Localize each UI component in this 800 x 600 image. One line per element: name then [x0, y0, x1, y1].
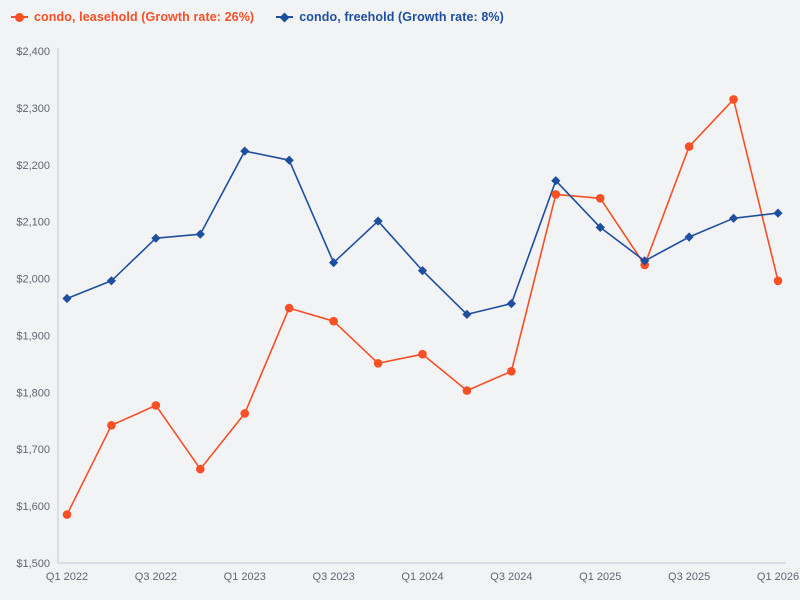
- data-point-diamond: [329, 258, 339, 268]
- y-tick-label: $1,600: [16, 501, 50, 513]
- y-tick-label: $2,300: [16, 103, 50, 115]
- data-point-diamond: [506, 299, 516, 309]
- legend-label-leasehold: condo, leasehold (Growth rate: 26%): [34, 10, 255, 24]
- y-tick-label: $2,200: [16, 160, 50, 172]
- legend-label-freehold: condo, freehold (Growth rate: 8%): [299, 10, 504, 24]
- data-point-diamond: [640, 256, 650, 266]
- data-point-circle: [62, 510, 72, 519]
- data-point-diamond: [684, 232, 694, 242]
- data-point-circle: [107, 421, 116, 430]
- x-tick-label: Q1 2025: [579, 571, 621, 583]
- x-tick-label: Q3 2025: [668, 571, 710, 583]
- x-axis-tick-labels: Q1 2022 Q3 2022 Q1 2023 Q3 2023 Q1 2024 Q3 20…: [46, 571, 799, 583]
- data-point-diamond: [195, 229, 205, 239]
- data-point-circle: [595, 194, 605, 203]
- y-tick-label: $2,400: [16, 46, 50, 58]
- legend-item-leasehold[interactable]: condo, leasehold (Growth rate: 26%): [11, 10, 254, 24]
- x-tick-label: Q3 2023: [313, 571, 355, 583]
- y-tick-label: $1,500: [16, 558, 50, 570]
- data-point-circle: [507, 367, 516, 376]
- y-tick-label: $1,700: [16, 444, 50, 456]
- data-point-circle: [284, 303, 294, 313]
- data-point-circle: [684, 142, 694, 151]
- y-tick-label: $2,000: [16, 274, 50, 286]
- data-point-diamond: [595, 222, 605, 232]
- series-markers-freehold: [62, 146, 783, 319]
- data-point-circle: [151, 401, 161, 410]
- data-point-diamond: [773, 208, 783, 218]
- y-tick-label: $1,900: [16, 330, 50, 342]
- data-point-circle: [240, 409, 250, 418]
- data-point-circle: [462, 386, 472, 395]
- data-point-circle: [373, 359, 383, 368]
- x-tick-label: Q3 2022: [135, 571, 177, 583]
- freehold-legend-diamond-icon: [279, 12, 290, 22]
- x-tick-label: Q1 2026: [757, 571, 799, 583]
- data-point-diamond: [462, 309, 472, 319]
- data-point-circle: [729, 95, 738, 104]
- data-point-diamond: [284, 155, 294, 165]
- series-markers-leasehold: [62, 95, 783, 519]
- freehold-line-diamond-marker-icon: [276, 12, 294, 22]
- data-point-circle: [196, 464, 205, 474]
- data-point-diamond: [729, 213, 739, 223]
- data-point-circle: [551, 190, 561, 199]
- data-point-diamond: [62, 293, 72, 304]
- data-point-diamond: [373, 216, 383, 226]
- x-tick-label: Q3 2024: [490, 571, 532, 583]
- axis-lines: [57, 48, 786, 564]
- leasehold-legend-circle-icon: [15, 12, 24, 22]
- x-tick-label: Q1 2023: [224, 571, 266, 583]
- series-line-leasehold: [66, 98, 779, 515]
- y-tick-label: $1,800: [16, 387, 50, 399]
- data-point-diamond: [151, 233, 161, 243]
- data-point-diamond: [417, 266, 428, 276]
- data-point-circle: [329, 316, 338, 326]
- leasehold-line-circle-marker-icon: [11, 12, 28, 22]
- data-point-circle: [418, 349, 427, 359]
- data-point-diamond: [106, 276, 116, 286]
- y-tick-label: $2,100: [16, 217, 50, 229]
- series-line-freehold: [66, 150, 779, 316]
- x-tick-label: Q1 2022: [46, 571, 88, 583]
- x-tick-label: Q1 2024: [401, 571, 443, 583]
- chart-legend: condo, leasehold (Growth rate: 26%) cond…: [11, 10, 504, 24]
- y-axis-tick-labels: $1,500 $1,600 $1,700 $1,800 $1,900 $2,000 $2,1…: [16, 46, 50, 570]
- legend-item-freehold[interactable]: condo, freehold (Growth rate: 8%): [276, 10, 504, 24]
- data-point-diamond: [551, 176, 561, 186]
- data-point-circle: [773, 276, 783, 286]
- data-point-diamond: [240, 146, 250, 156]
